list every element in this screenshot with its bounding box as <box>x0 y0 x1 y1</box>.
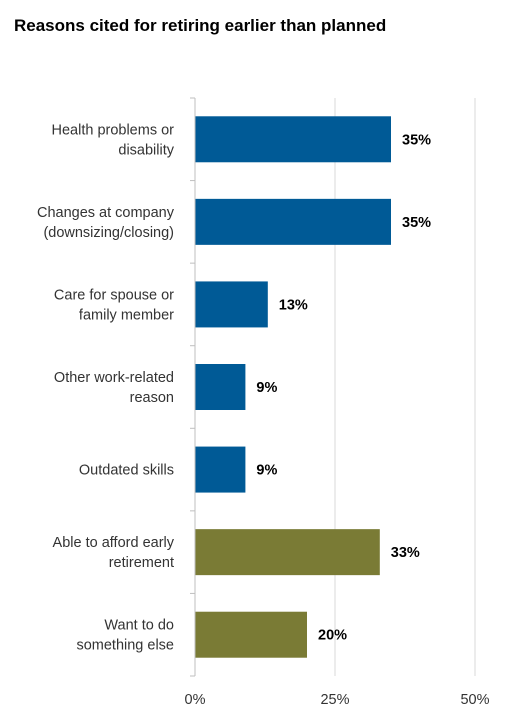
value-label-3: 9% <box>256 380 277 396</box>
bar-1 <box>195 198 391 245</box>
value-label-6: 20% <box>318 628 347 644</box>
category-label-5: Able to afford early retirement <box>53 535 175 571</box>
labels: 0% 25% 50% 35% Health problems or disability 3… <box>37 122 490 708</box>
value-label-1: 35% <box>402 215 431 231</box>
category-label-6-line-0: Want to do <box>104 618 174 634</box>
x-tick-label-2: 50% <box>460 692 489 708</box>
category-label-4: Outdated skills <box>79 463 174 479</box>
bar-5 <box>195 529 380 576</box>
value-label-0: 35% <box>402 132 431 148</box>
category-label-3-line-1: reason <box>130 390 174 406</box>
category-label-2: Care for spouse or family member <box>54 287 174 323</box>
x-tick-label-1: 25% <box>320 692 349 708</box>
chart-title: Reasons cited for retiring earlier than … <box>14 16 387 35</box>
category-label-0-line-0: Health problems or <box>52 122 175 138</box>
category-label-6-line-1: something else <box>76 638 174 654</box>
gridlines <box>334 98 476 676</box>
value-label-2: 13% <box>279 297 308 313</box>
bars <box>195 116 391 658</box>
category-label-2-line-1: family member <box>79 307 174 323</box>
value-label-4: 9% <box>256 463 277 479</box>
category-label-5-line-0: Able to afford early <box>53 535 175 551</box>
category-label-1: Changes at company (downsizing/closing) <box>37 205 175 241</box>
category-label-5-line-1: retirement <box>109 555 174 571</box>
category-label-0: Health problems or disability <box>52 122 175 158</box>
category-label-0-line-1: disability <box>118 142 174 158</box>
axes <box>190 97 196 677</box>
category-label-6: Want to do something else <box>76 618 174 654</box>
bar-6 <box>195 611 307 658</box>
bar-0 <box>195 116 391 163</box>
category-label-1-line-1: (downsizing/closing) <box>43 225 174 241</box>
category-label-1-line-0: Changes at company <box>37 205 175 221</box>
x-tick-label-0: 0% <box>185 692 206 708</box>
category-label-4-line-0: Outdated skills <box>79 463 174 479</box>
bar-2 <box>195 281 268 328</box>
bar-3 <box>195 364 246 410</box>
bar-4 <box>195 446 246 493</box>
category-label-3: Other work-related reason <box>54 370 174 406</box>
value-label-5: 33% <box>391 545 420 561</box>
category-label-2-line-0: Care for spouse or <box>54 287 174 303</box>
category-label-3-line-0: Other work-related <box>54 370 174 386</box>
